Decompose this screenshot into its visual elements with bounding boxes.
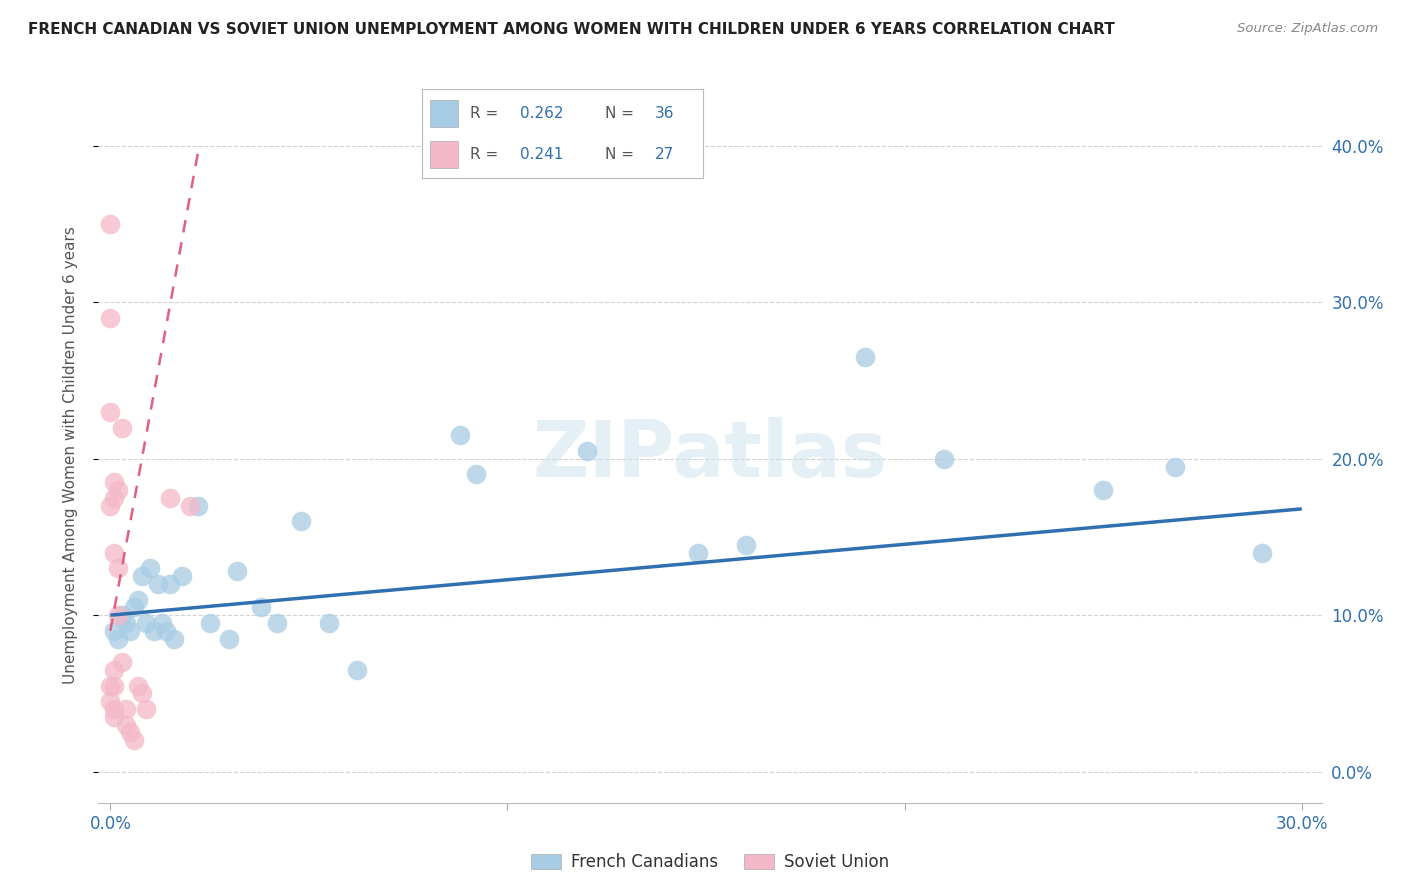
Point <box>120 725 142 739</box>
Point <box>266 615 288 630</box>
Point <box>139 561 162 575</box>
Point <box>934 451 956 466</box>
Point <box>163 632 186 646</box>
Text: R =: R = <box>470 147 503 161</box>
Point <box>103 679 125 693</box>
Point <box>120 624 142 638</box>
Point <box>98 499 121 513</box>
Point <box>135 615 157 630</box>
Point <box>290 514 312 528</box>
Point <box>318 615 340 630</box>
Point <box>159 577 181 591</box>
Point <box>103 546 125 560</box>
FancyBboxPatch shape <box>430 141 458 168</box>
Point <box>250 600 273 615</box>
Point <box>346 663 368 677</box>
Point <box>103 491 125 505</box>
Point <box>218 632 240 646</box>
Point <box>131 569 153 583</box>
Text: 27: 27 <box>655 147 675 161</box>
Point <box>111 420 134 434</box>
Point <box>98 311 121 326</box>
Text: 0.262: 0.262 <box>520 106 564 120</box>
Point <box>179 499 201 513</box>
Point <box>103 475 125 490</box>
Point <box>98 679 121 693</box>
Text: ZIPatlas: ZIPatlas <box>533 417 887 493</box>
Text: Source: ZipAtlas.com: Source: ZipAtlas.com <box>1237 22 1378 36</box>
Point <box>150 615 173 630</box>
Point <box>155 624 177 638</box>
Point <box>734 538 756 552</box>
Text: FRENCH CANADIAN VS SOVIET UNION UNEMPLOYMENT AMONG WOMEN WITH CHILDREN UNDER 6 Y: FRENCH CANADIAN VS SOVIET UNION UNEMPLOY… <box>28 22 1115 37</box>
Point <box>187 499 209 513</box>
Point <box>115 615 138 630</box>
Point <box>103 702 125 716</box>
Point <box>103 663 125 677</box>
Point <box>127 679 149 693</box>
Point <box>1092 483 1115 497</box>
Text: R =: R = <box>470 106 503 120</box>
Point <box>170 569 193 583</box>
Point <box>103 624 125 638</box>
Point <box>159 491 181 505</box>
Point <box>1251 546 1274 560</box>
Point <box>98 217 121 231</box>
Point <box>107 483 129 497</box>
Point <box>98 405 121 419</box>
Point <box>127 592 149 607</box>
Text: N =: N = <box>605 106 638 120</box>
Text: N =: N = <box>605 147 638 161</box>
Text: 36: 36 <box>655 106 675 120</box>
FancyBboxPatch shape <box>430 100 458 127</box>
Point <box>122 733 145 747</box>
Point <box>98 694 121 708</box>
Point <box>107 561 129 575</box>
Point <box>449 428 471 442</box>
Point <box>107 632 129 646</box>
Point <box>198 615 221 630</box>
Point <box>103 710 125 724</box>
Point <box>575 444 598 458</box>
Point <box>111 655 134 669</box>
Y-axis label: Unemployment Among Women with Children Under 6 years: Unemployment Among Women with Children U… <box>63 226 77 684</box>
Point <box>107 608 129 623</box>
Point <box>143 624 166 638</box>
Point <box>131 686 153 700</box>
Point <box>146 577 169 591</box>
Point <box>115 702 138 716</box>
Legend: French Canadians, Soviet Union: French Canadians, Soviet Union <box>524 847 896 878</box>
Point <box>226 565 249 579</box>
Text: 0.241: 0.241 <box>520 147 564 161</box>
Point <box>115 717 138 731</box>
Point <box>111 608 134 623</box>
Point <box>688 546 710 560</box>
Point <box>853 350 876 364</box>
Point <box>135 702 157 716</box>
Point <box>464 467 486 482</box>
Point <box>122 600 145 615</box>
Point <box>1163 459 1185 474</box>
